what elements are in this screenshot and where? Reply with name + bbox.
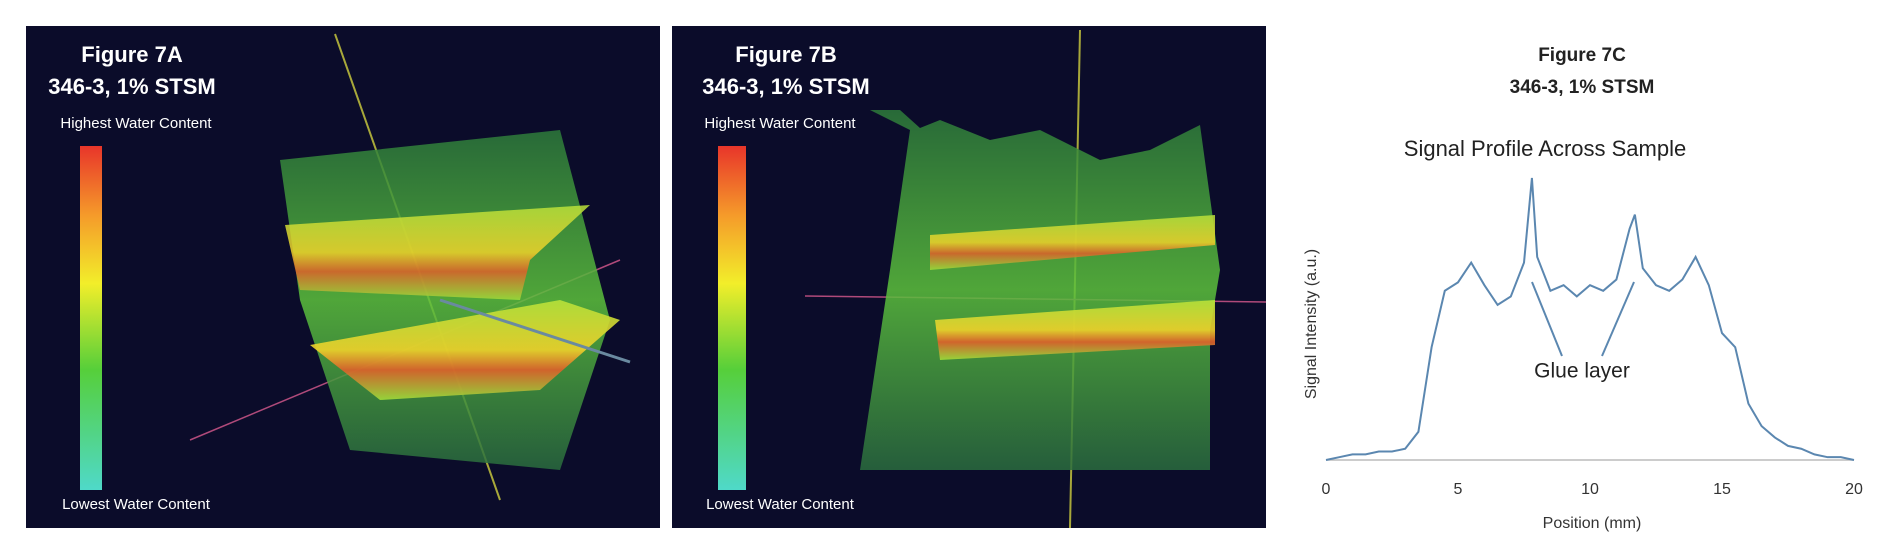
x-tick-label: 10: [1581, 481, 1599, 498]
color-bar-high-label: Highest Water Content: [704, 115, 856, 132]
color-bar-high-label: Highest Water Content: [60, 115, 212, 132]
panel-b: Figure 7B 346-3, 1% STSM Highest Water C…: [672, 26, 1267, 529]
panel-title: Figure 7B: [735, 42, 836, 67]
y-axis-label: Signal Intensity (a.u.): [1303, 249, 1320, 399]
annotation: Glue layer: [1534, 360, 1630, 383]
panel-subtitle: 346-3, 1% STSM: [48, 74, 216, 99]
line-chart: Figure 7C 346-3, 1% STSM Signal Profile …: [1303, 45, 1863, 532]
annotation-pointer: [1531, 281, 1563, 357]
panel-title: Figure 7A: [81, 42, 183, 67]
color-bar-low-label: Lowest Water Content: [706, 496, 855, 513]
render-layer: [285, 205, 590, 300]
chart-subtitle: 346-3, 1% STSM: [1510, 77, 1655, 98]
x-tick-label: 20: [1845, 481, 1863, 498]
axis-line: [439, 298, 631, 364]
annotation-pointer: [1601, 281, 1635, 357]
render-layer: [310, 300, 620, 400]
render-volume: [860, 110, 1220, 470]
x-tick-label: 0: [1322, 481, 1331, 498]
color-bar: [80, 146, 102, 490]
panel-subtitle: 346-3, 1% STSM: [702, 74, 870, 99]
color-bar-low-label: Lowest Water Content: [62, 496, 211, 513]
x-axis-label: Position (mm): [1543, 515, 1642, 532]
data-line: [1325, 177, 1855, 461]
plot-title: Signal Profile Across Sample: [1404, 136, 1686, 161]
x-tick-label: 5: [1454, 481, 1463, 498]
color-bar: [718, 146, 746, 490]
render-layer: [930, 215, 1215, 270]
x-tick-label: 15: [1713, 481, 1731, 498]
render-layer: [935, 300, 1215, 360]
panel-a: Figure 7A 346-3, 1% STSM Highest Water C…: [26, 26, 660, 528]
chart-title: Figure 7C: [1538, 45, 1626, 66]
